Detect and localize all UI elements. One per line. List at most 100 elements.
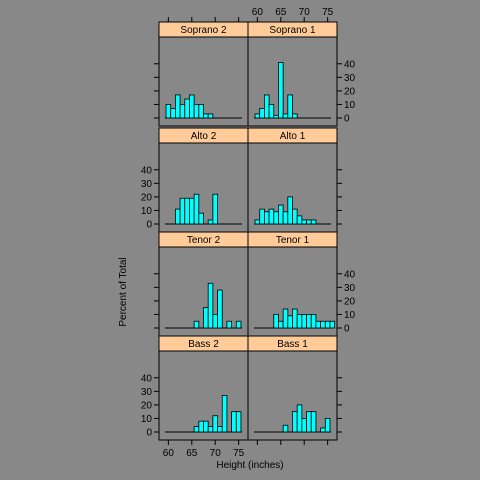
histogram-bar: [273, 114, 279, 119]
panel-tenor-2: Tenor 2: [158, 231, 249, 337]
histogram-bar: [306, 314, 312, 329]
histogram-bar: [226, 320, 233, 329]
histogram-bar: [179, 104, 186, 119]
panel-strip-label: Bass 2: [188, 339, 219, 350]
panel-alto-1: Alto 1: [247, 127, 338, 233]
histogram-bar: [165, 104, 172, 119]
panel-strip-label: Tenor 1: [276, 235, 310, 246]
y-tick-label: 30: [141, 387, 153, 398]
histogram-bar: [259, 208, 265, 225]
y-tick-label: 30: [344, 283, 356, 294]
x-tick-label: 75: [233, 448, 245, 459]
histogram-bar: [306, 411, 312, 433]
histogram-bar: [282, 113, 289, 119]
histogram-bar: [310, 219, 317, 225]
x-tick-label: 60: [163, 448, 175, 459]
histogram-bar: [198, 420, 204, 433]
y-tick-label: 40: [141, 165, 153, 176]
x-tick-label: 60: [252, 7, 264, 18]
histogram-bar: [282, 424, 289, 433]
histogram-bar: [207, 113, 214, 119]
histogram-bar: [170, 108, 176, 119]
y-tick-label: 0: [344, 114, 350, 125]
histogram-bar: [306, 219, 312, 225]
panel-alto-2: Alto 2: [158, 127, 249, 233]
y-tick-label: 0: [146, 220, 152, 231]
histogram-bar: [217, 426, 223, 433]
x-tick-label: 75: [322, 7, 334, 18]
histogram-bar: [292, 308, 298, 329]
histogram-bar: [189, 197, 195, 225]
histogram-bar: [301, 219, 307, 225]
histogram-bar: [268, 104, 275, 119]
y-tick-label: 10: [141, 414, 153, 425]
y-tick-label: 20: [141, 400, 153, 411]
histogram-bar: [198, 212, 204, 225]
histogram-bar: [324, 418, 331, 433]
histogram-bar: [235, 411, 242, 433]
histogram-bar: [278, 62, 284, 119]
panel-bass-1: Bass 1: [247, 335, 338, 441]
histogram-bar: [287, 315, 293, 329]
histogram-bar: [301, 418, 307, 433]
histogram-bar: [296, 404, 303, 433]
histogram-bar: [292, 411, 298, 433]
y-tick-label: 0: [146, 428, 152, 439]
histogram-bar: [193, 426, 200, 433]
panel-strip-label: Bass 1: [277, 339, 308, 350]
y-tick-label: 40: [344, 59, 356, 70]
y-tick-label: 10: [344, 310, 356, 321]
x-tick-label: 70: [299, 7, 311, 18]
histogram-bar: [193, 193, 200, 225]
histogram-bar: [207, 219, 214, 225]
histogram-bar: [203, 420, 209, 433]
x-tick-label: 65: [275, 7, 287, 18]
histogram-bar: [292, 208, 298, 225]
panel-strip-label: Tenor 2: [187, 235, 221, 246]
histogram-bar: [235, 320, 242, 329]
panel-strip-label: Alto 2: [191, 131, 217, 142]
axes-group: 0 10 20 30 40 60 65 70 75 0 10 20 30 40 0 10 20 30 40 0 10 20…: [141, 7, 356, 459]
histogram-bar: [263, 211, 270, 225]
histogram-bar: [193, 104, 200, 119]
histogram-bar: [320, 427, 326, 433]
histogram-bar: [320, 320, 326, 329]
histogram-bar: [310, 411, 317, 433]
histogram-bar: [273, 314, 279, 329]
panel-soprano-2: Soprano 2: [158, 21, 249, 127]
x-tick-label: 65: [186, 448, 198, 459]
histogram-bar: [287, 94, 293, 119]
panel-bass-2: Bass 2: [158, 335, 249, 441]
histogram-bar: [287, 196, 293, 225]
x-axis-label: Height (inches): [216, 460, 283, 471]
y-tick-label: 20: [344, 86, 356, 97]
y-tick-label: 30: [141, 179, 153, 190]
x-tick-label: 70: [210, 448, 222, 459]
y-tick-label: 0: [344, 324, 350, 335]
histogram-bar: [301, 314, 307, 329]
histogram-bar: [278, 320, 284, 329]
panel-frame: [247, 36, 338, 127]
y-tick-label: 30: [344, 73, 356, 84]
panel-strip-label: Alto 1: [280, 131, 306, 142]
histogram-bar: [231, 411, 237, 433]
histogram-bar: [310, 314, 317, 329]
panel-strip-label: Soprano 2: [180, 25, 227, 36]
histogram-bar: [217, 289, 223, 329]
histogram-bar: [278, 204, 284, 225]
histogram-bar: [174, 208, 181, 225]
histogram-bar: [198, 104, 204, 119]
y-tick-label: 10: [141, 206, 153, 217]
histogram-bar: [212, 415, 218, 433]
histogram-bar: [329, 320, 336, 329]
panel-soprano-1: Soprano 1: [247, 21, 338, 127]
histogram-bar: [282, 211, 289, 225]
histogram-bar: [193, 320, 200, 329]
histogram-bar: [184, 197, 190, 225]
histogram-bar: [184, 98, 190, 119]
histogram-bar: [207, 426, 214, 433]
histogram-bar: [324, 320, 331, 329]
histogram-bar: [174, 94, 181, 119]
histogram-bar: [212, 193, 218, 225]
